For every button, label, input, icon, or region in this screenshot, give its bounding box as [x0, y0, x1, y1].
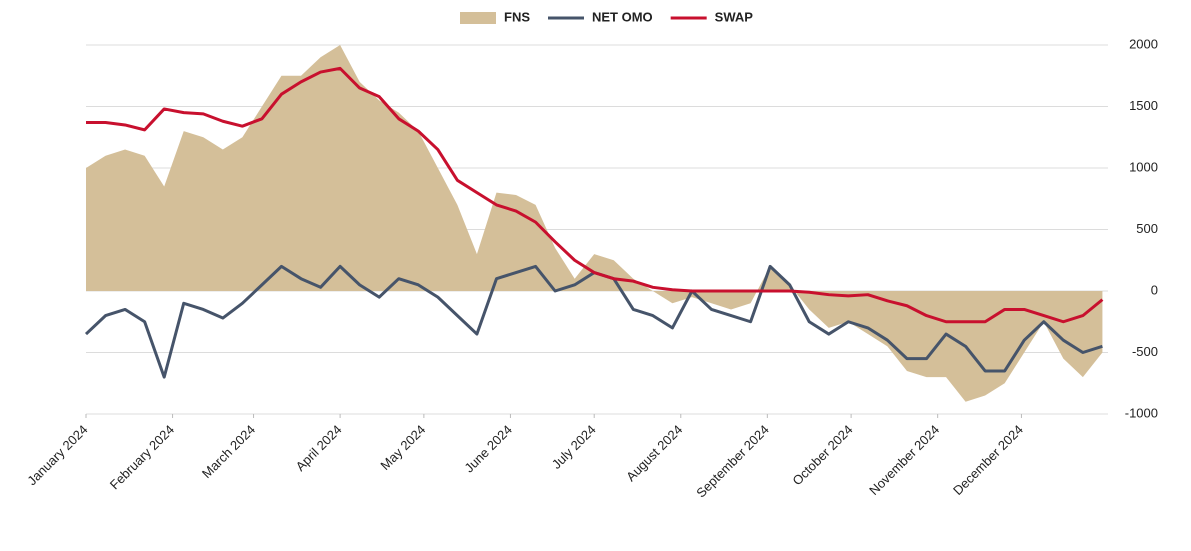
area — [86, 45, 1103, 402]
legend-label: SWAP — [715, 9, 754, 24]
x-tick-label: July 2024 — [549, 422, 599, 472]
legend-label: NET OMO — [592, 9, 653, 24]
x-tick-label: November 2024 — [866, 422, 942, 498]
y-tick-label: 500 — [1136, 221, 1158, 236]
x-tick-label: March 2024 — [199, 422, 258, 481]
y-tick-label: 1500 — [1129, 98, 1158, 113]
x-tick-label: February 2024 — [107, 422, 177, 492]
x-tick-label: January 2024 — [24, 422, 90, 488]
x-tick-label: September 2024 — [693, 422, 772, 501]
y-tick-label: -500 — [1132, 344, 1158, 359]
legend-label: FNS — [504, 9, 530, 24]
legend-swatch — [460, 12, 496, 24]
x-tick-label: June 2024 — [461, 422, 515, 476]
y-tick-label: 2000 — [1129, 36, 1158, 51]
x-tick-label: May 2024 — [377, 422, 428, 473]
x-tick-label: October 2024 — [789, 422, 855, 488]
y-tick-label: 1000 — [1129, 159, 1158, 174]
x-tick-label: April 2024 — [293, 422, 345, 474]
x-tick-label: August 2024 — [623, 422, 685, 484]
y-tick-label: -1000 — [1125, 405, 1158, 420]
line — [86, 66, 1104, 324]
y-tick-label: 0 — [1151, 282, 1158, 297]
x-tick-label: December 2024 — [950, 422, 1026, 498]
